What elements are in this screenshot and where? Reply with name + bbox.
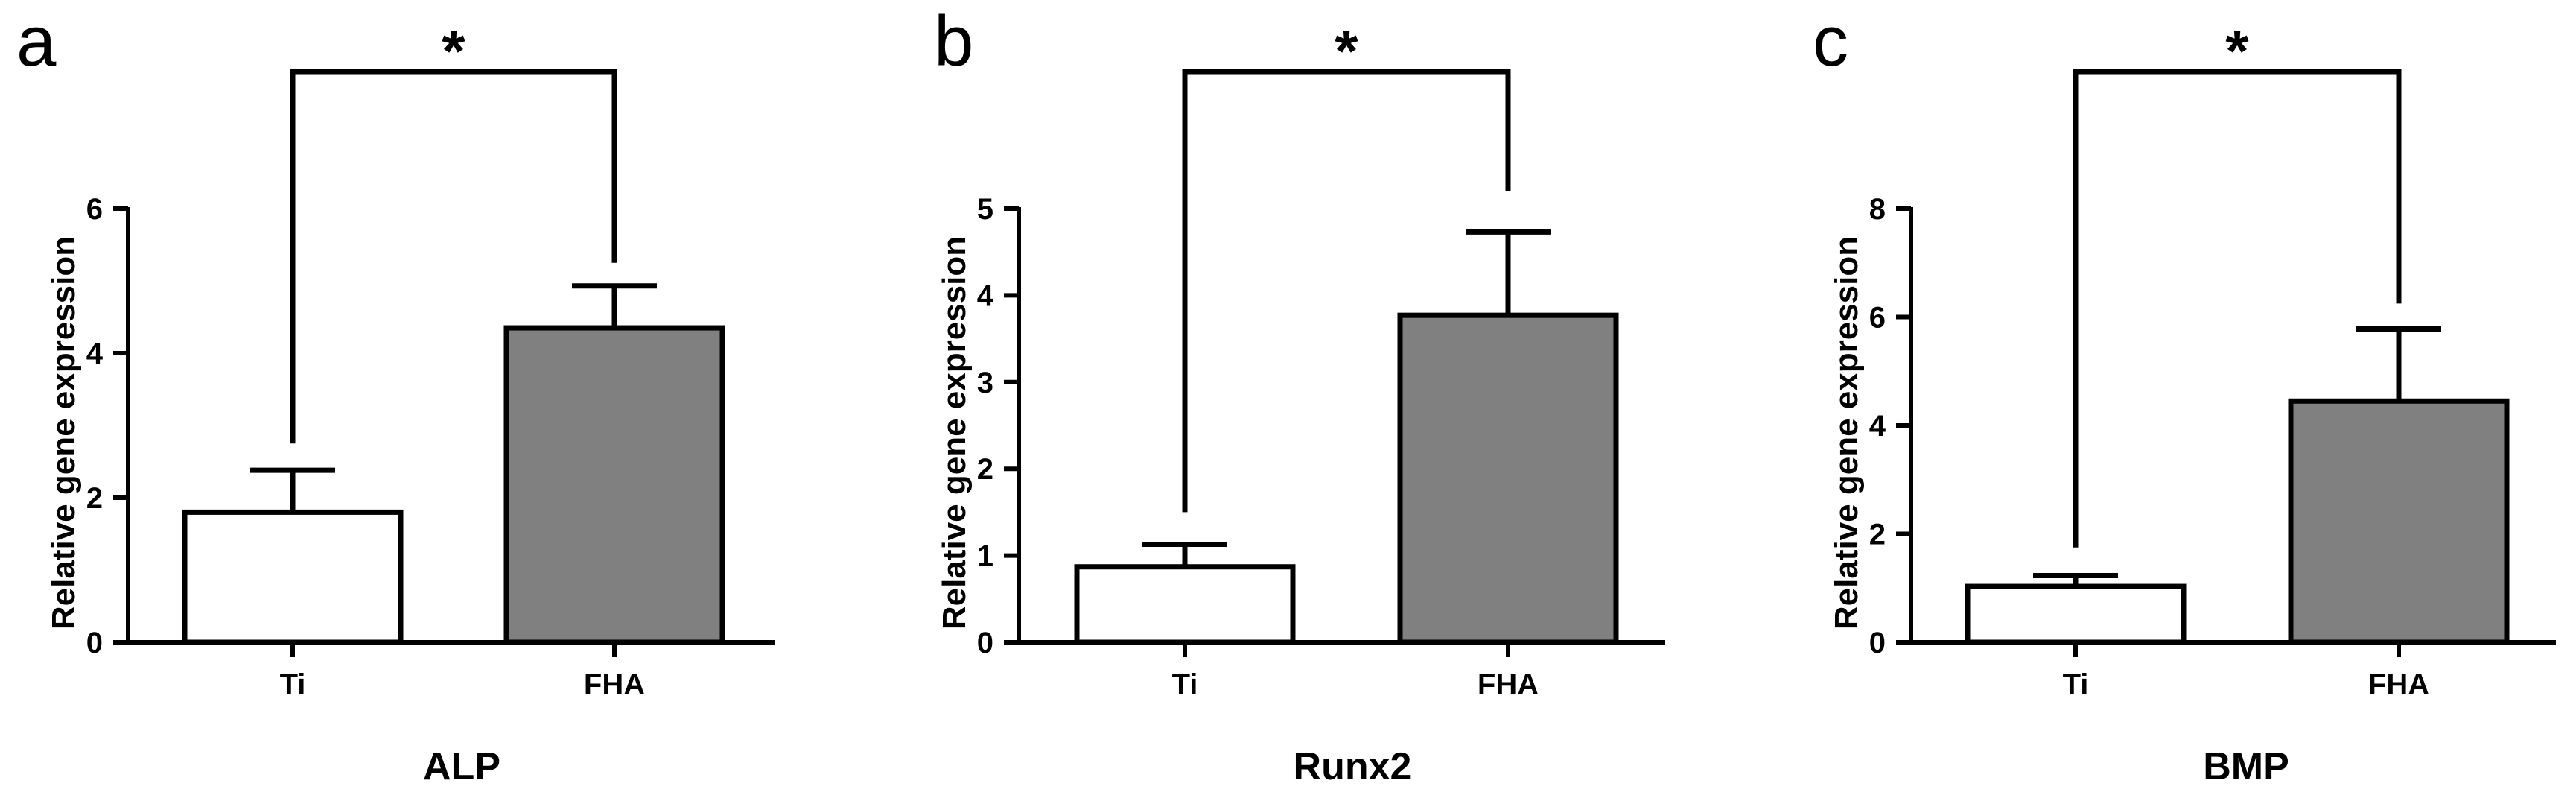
y-tick-label: 0 bbox=[86, 627, 103, 659]
panel-letter: a bbox=[16, 1, 57, 81]
y-tick-label: 1 bbox=[977, 540, 993, 573]
y-tick-label: 4 bbox=[977, 279, 994, 312]
bar-fha bbox=[503, 325, 725, 645]
y-tick-label: 6 bbox=[86, 193, 103, 226]
significance-bracket bbox=[290, 69, 617, 444]
bar-ti bbox=[1965, 583, 2187, 645]
bar-ti bbox=[1074, 564, 1296, 645]
bar-fha bbox=[1397, 312, 1619, 645]
panel-b: b 0 1 2 3 4 5 Ti FHA * Relative gene expression Run… bbox=[934, 1, 1665, 788]
y-tick-label: 4 bbox=[1869, 410, 1886, 443]
panel-letter: b bbox=[934, 1, 973, 81]
panel-c: c 0 2 4 6 8 Ti FHA * Relative gene expression BMP bbox=[1813, 1, 2556, 788]
y-tick-label: 6 bbox=[1869, 302, 1886, 335]
category-label: FHA bbox=[584, 668, 645, 701]
category-label: Ti bbox=[1172, 668, 1198, 701]
y-tick-label: 3 bbox=[977, 367, 993, 399]
x-axis-title: ALP bbox=[423, 745, 500, 788]
y-tick-label: 2 bbox=[977, 453, 993, 486]
y-axis-label: Relative gene expression bbox=[45, 236, 82, 630]
y-tick-label: 2 bbox=[1869, 519, 1886, 551]
category-label: FHA bbox=[1478, 668, 1539, 701]
y-axis-label: Relative gene expression bbox=[936, 236, 973, 630]
panel-letter: c bbox=[1813, 1, 1848, 81]
bar-ti bbox=[182, 509, 404, 645]
x-axis-title: Runx2 bbox=[1294, 745, 1412, 788]
x-axis-title: BMP bbox=[2203, 745, 2289, 788]
y-tick-label: 0 bbox=[1869, 627, 1886, 659]
category-label: Ti bbox=[2063, 668, 2089, 701]
significance-star: * bbox=[1335, 18, 1358, 84]
y-axis-label: Relative gene expression bbox=[1828, 236, 1865, 630]
y-tick-label: 4 bbox=[86, 338, 104, 370]
y-tick-label: 5 bbox=[977, 193, 993, 226]
y-tick-label: 8 bbox=[1869, 193, 1886, 226]
bar-fha bbox=[2288, 398, 2510, 645]
significance-star: * bbox=[442, 18, 465, 84]
category-label: Ti bbox=[280, 668, 306, 701]
significance-bracket bbox=[1182, 69, 1511, 513]
category-label: FHA bbox=[2368, 668, 2429, 701]
significance-bracket bbox=[2073, 69, 2402, 548]
significance-star: * bbox=[2225, 18, 2249, 84]
y-tick-label: 0 bbox=[977, 627, 993, 659]
panel-a: a 0 2 4 6 Ti FHA * Relative gene expression ALP bbox=[16, 1, 775, 788]
y-tick-label: 2 bbox=[86, 482, 103, 515]
